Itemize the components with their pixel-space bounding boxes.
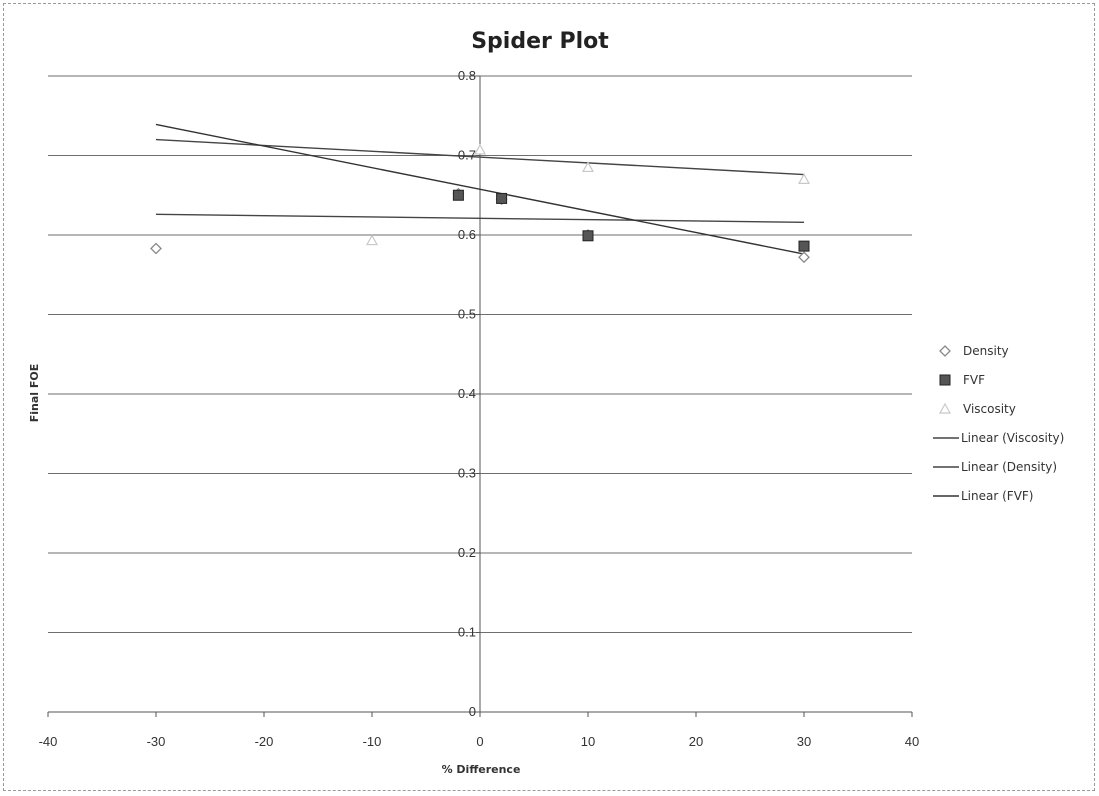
x-tick-label: -10 [363,734,382,749]
point-fvf-1 [496,192,508,204]
y-axis-label: Final FOE [28,364,41,423]
data-points [150,143,811,264]
point-density-0 [150,242,162,255]
legend-trend-label-2: Linear (FVF) [961,489,1034,503]
x-tick-label: 0 [476,734,483,749]
point-density-4 [798,251,810,264]
axes [47,75,913,717]
chart-title: Spider Plot [471,29,609,54]
trendline-1 [155,213,805,223]
trendlines [155,123,805,255]
x-tick-label: -20 [255,734,274,749]
legend-marker-1 [939,374,951,386]
y-tick-labels: 0 0.1 0.2 0.3 0.4 0.5 0.6 0.7 0.8 [458,68,476,719]
y-tick-label: 0.2 [458,545,476,560]
x-tick-label: 10 [581,734,595,749]
point-fvf-2 [582,230,594,242]
legend-trend-label-0: Linear (Viscosity) [961,431,1064,445]
y-tick-label: 0.6 [458,227,476,242]
x-tick-label: -40 [39,734,58,749]
y-tick-label: 0.7 [458,148,476,163]
legend-label-2: Viscosity [963,402,1016,416]
y-tick-label: 0 [469,704,476,719]
legend-trend-label-1: Linear (Density) [961,460,1057,474]
legend-marker-0 [939,345,951,357]
point-viscosity-1 [473,143,487,155]
x-tick-label: -30 [147,734,166,749]
point-fvf-0 [452,189,464,201]
point-viscosity-2 [581,161,595,173]
legend-marker-2 [938,402,952,414]
x-tick-label: 20 [689,734,703,749]
y-tick-label: 0.3 [458,466,476,481]
point-viscosity-3 [797,173,811,184]
trendline-2 [155,123,805,255]
x-axis-label: % Difference [442,763,521,776]
chart-frame [3,3,1095,791]
point-viscosity-0 [365,234,379,246]
y-tick-label: 0.4 [458,386,476,401]
x-tick-labels: -40 -30 -20 -10 0 10 20 30 40 [39,734,920,749]
y-tick-label: 0.5 [458,307,476,322]
legend: Density FVF Viscosity Linear (Viscosity) Lin… [933,344,1064,503]
y-tick-label: 0.1 [458,625,476,640]
legend-label-1: FVF [963,373,985,387]
y-tick-label: 0.8 [458,68,476,83]
x-tick-label: 30 [797,734,811,749]
point-fvf-3 [798,240,810,252]
legend-label-0: Density [963,344,1009,358]
x-tick-label: 40 [905,734,919,749]
